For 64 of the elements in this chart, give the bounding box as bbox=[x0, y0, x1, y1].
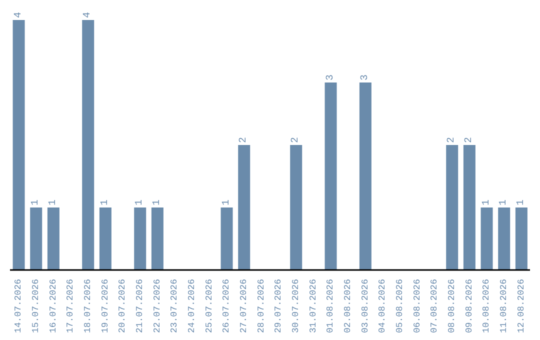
x-tick-label: 18.07.2026 bbox=[83, 279, 93, 334]
bar bbox=[47, 208, 60, 270]
bar bbox=[515, 208, 528, 270]
data-label: 1 bbox=[152, 199, 163, 206]
bar bbox=[238, 145, 250, 270]
x-tick-label: 10.08.2026 bbox=[482, 279, 492, 334]
bar bbox=[480, 208, 493, 270]
x-tick-label: 03.08.2026 bbox=[360, 279, 370, 334]
bar bbox=[151, 208, 164, 270]
x-tick-label: 22.07.2026 bbox=[152, 279, 162, 334]
x-tick-label: 24.07.2026 bbox=[187, 279, 197, 334]
data-label: 4 bbox=[82, 12, 94, 18]
x-tick-label: 23.07.2026 bbox=[170, 279, 180, 334]
data-label: 1 bbox=[221, 199, 232, 206]
bar bbox=[12, 20, 25, 270]
x-tick-label: 08.08.2026 bbox=[447, 279, 457, 334]
data-label: 1 bbox=[100, 199, 111, 206]
data-label: 1 bbox=[498, 199, 510, 206]
x-tick-label: 26.07.2026 bbox=[222, 279, 232, 334]
bar bbox=[82, 20, 94, 270]
x-tick-label: 14.07.2026 bbox=[14, 279, 24, 334]
x-tick-label: 07.08.2026 bbox=[430, 279, 440, 334]
x-tick-label: 12.08.2026 bbox=[516, 279, 526, 334]
x-tick-label: 28.07.2026 bbox=[256, 279, 266, 334]
bar bbox=[290, 145, 302, 270]
x-tick-label: 15.07.2026 bbox=[31, 279, 41, 334]
x-tick-label: 05.08.2026 bbox=[395, 279, 405, 334]
bar bbox=[30, 208, 42, 270]
data-label: 1 bbox=[48, 199, 59, 206]
x-tick-label: 06.08.2026 bbox=[412, 279, 422, 334]
data-label: 1 bbox=[30, 199, 42, 206]
data-label: 1 bbox=[481, 199, 492, 206]
bar bbox=[99, 208, 112, 270]
x-tick-label: 11.08.2026 bbox=[499, 279, 509, 334]
data-label: 2 bbox=[446, 136, 458, 143]
x-tick-label: 25.07.2026 bbox=[204, 279, 214, 334]
x-tick-label: 16.07.2026 bbox=[48, 279, 58, 334]
x-tick-label: 27.07.2026 bbox=[239, 279, 249, 334]
data-label: 4 bbox=[13, 12, 24, 18]
data-label: 2 bbox=[290, 136, 302, 143]
bar bbox=[324, 82, 337, 270]
data-label: 1 bbox=[134, 199, 146, 206]
x-tick-label: 09.08.2026 bbox=[464, 279, 474, 334]
x-tick-label: 04.08.2026 bbox=[378, 279, 388, 334]
x-tick-label: 01.08.2026 bbox=[326, 279, 336, 334]
x-tick-label: 21.07.2026 bbox=[135, 279, 145, 334]
data-label: 3 bbox=[325, 74, 336, 80]
x-tick-label: 30.07.2026 bbox=[291, 279, 301, 334]
x-tick-label: 31.07.2026 bbox=[308, 279, 318, 334]
data-label: 3 bbox=[360, 74, 371, 80]
bar bbox=[359, 82, 372, 270]
bar bbox=[134, 208, 146, 270]
bar bbox=[463, 145, 476, 270]
data-label: 2 bbox=[464, 136, 475, 143]
bar bbox=[446, 145, 458, 270]
data-label: 1 bbox=[516, 199, 527, 206]
x-tick-label: 19.07.2026 bbox=[100, 279, 110, 334]
x-tick-label: 29.07.2026 bbox=[274, 279, 284, 334]
bar bbox=[220, 208, 233, 270]
bar bbox=[498, 208, 510, 270]
x-tick-label: 20.07.2026 bbox=[118, 279, 128, 334]
x-tick-label: 02.08.2026 bbox=[343, 279, 353, 334]
data-label: 2 bbox=[238, 136, 250, 143]
x-tick-label: 17.07.2026 bbox=[66, 279, 76, 334]
